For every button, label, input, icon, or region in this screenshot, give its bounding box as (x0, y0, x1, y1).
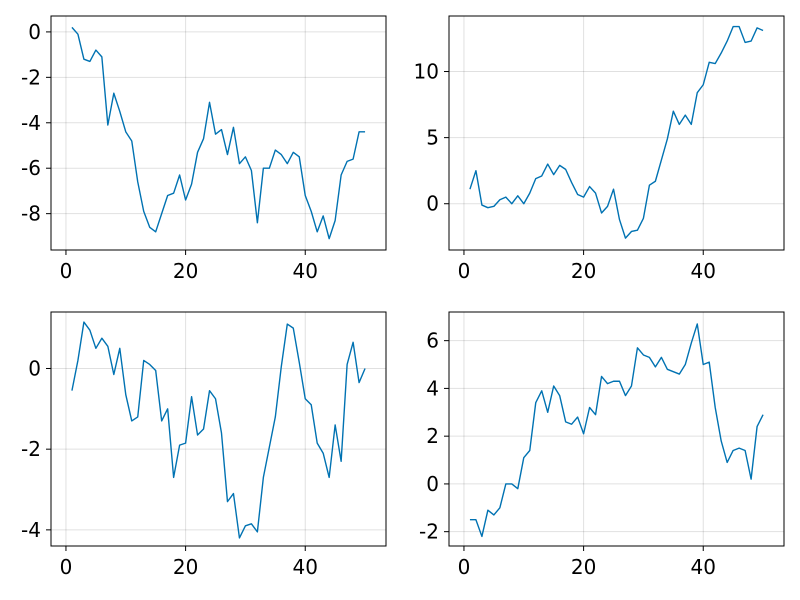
plot-frame (448, 15, 785, 251)
plot-frame (50, 15, 387, 251)
x-tick-label: 20 (173, 555, 198, 579)
x-tick-label: 20 (571, 259, 596, 283)
y-tick-label: 6 (426, 329, 439, 353)
y-tick-label: -2 (419, 520, 439, 544)
y-tick-label: 10 (414, 60, 439, 84)
x-tick-label: 0 (458, 555, 471, 579)
y-tick-label: -4 (21, 518, 41, 542)
x-tick-label: 40 (293, 259, 318, 283)
x-tick-label: 40 (691, 259, 716, 283)
y-tick-label: 2 (426, 424, 439, 448)
y-tick-label: -8 (21, 202, 41, 226)
series-line (469, 323, 764, 538)
subplot-bottom-left: 0 20 40 0 -2 -4 (21, 311, 387, 579)
y-tick-label: -2 (21, 437, 41, 461)
y-tick-label: 5 (426, 126, 439, 150)
y-tick-label: 4 (426, 376, 439, 400)
y-tick-label: 0 (426, 472, 439, 496)
subplot-bottom-right: 0 20 40 -2 0 2 4 6 (419, 311, 785, 579)
x-tick-label: 20 (571, 555, 596, 579)
y-tick-label: 0 (28, 356, 41, 380)
series-line (71, 321, 366, 539)
y-tick-label: 0 (28, 20, 41, 44)
x-tick-label: 40 (691, 555, 716, 579)
y-tick-label: -4 (21, 111, 41, 135)
x-tick-label: 0 (60, 555, 73, 579)
plot-frame (448, 311, 785, 547)
series-line (469, 25, 764, 239)
y-tick-label: 0 (426, 192, 439, 216)
y-tick-label: -6 (21, 156, 41, 180)
subplot-top-left: 0 20 40 0 -2 -4 -6 -8 (21, 15, 387, 283)
series-line (71, 26, 366, 240)
x-tick-label: 0 (60, 259, 73, 283)
x-tick-label: 20 (173, 259, 198, 283)
subplot-top-right: 0 20 40 0 5 10 (414, 15, 785, 283)
y-tick-label: -2 (21, 65, 41, 89)
x-tick-label: 40 (293, 555, 318, 579)
plot-frame (50, 311, 387, 547)
x-tick-label: 0 (458, 259, 471, 283)
